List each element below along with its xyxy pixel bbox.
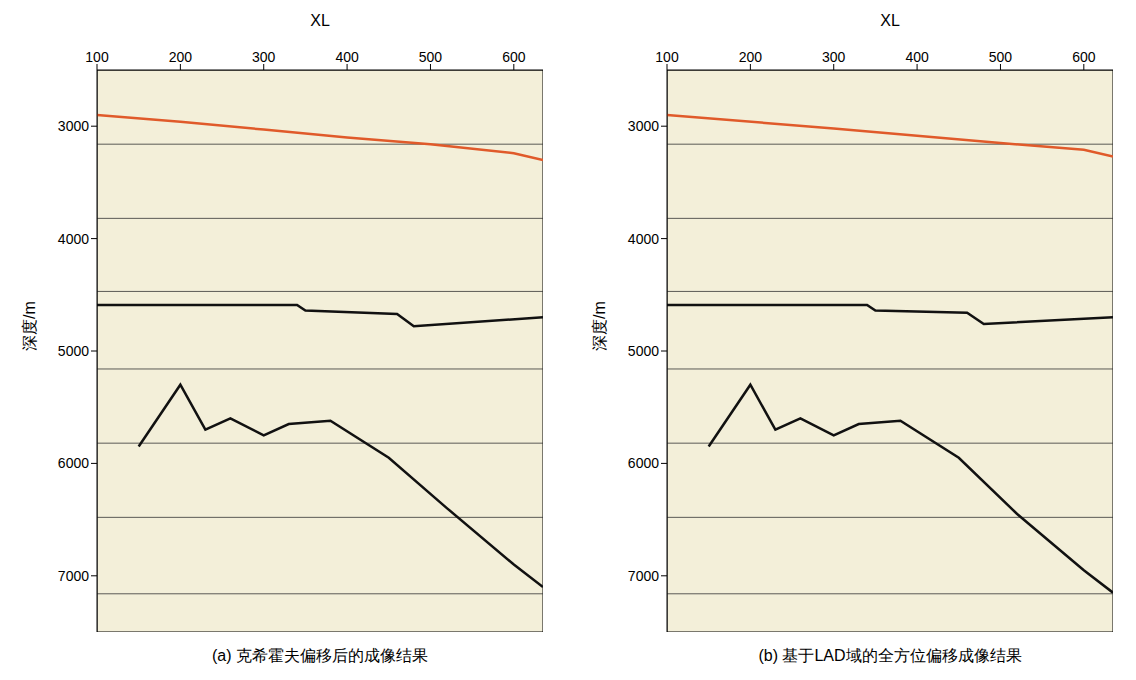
html-text:(b) 基于LAD域的全方位偏移成像结果: (b) 基于LAD域的全方位偏移成像结果 — [758, 647, 1022, 664]
svg-text:3000: 3000 — [58, 118, 89, 134]
svg-text:3000: 3000 — [628, 118, 659, 134]
svg-text:600: 600 — [1072, 49, 1096, 65]
svg-text:XL: XL — [880, 12, 900, 29]
svg-text:400: 400 — [905, 49, 929, 65]
svg-text:600: 600 — [502, 49, 526, 65]
svg-text:6000: 6000 — [628, 455, 659, 471]
svg-text:500: 500 — [989, 49, 1013, 65]
svg-text:7000: 7000 — [628, 568, 659, 584]
svg-text:100: 100 — [655, 49, 679, 65]
svg-text:6000: 6000 — [58, 455, 89, 471]
svg-text:400: 400 — [335, 49, 359, 65]
svg-text:XL: XL — [310, 12, 330, 29]
svg-text:深度/m: 深度/m — [591, 301, 608, 351]
svg-text:500: 500 — [419, 49, 443, 65]
html-text:(a) 克希霍夫偏移后的成像结果: (a) 克希霍夫偏移后的成像结果 — [212, 647, 428, 664]
svg-text:300: 300 — [822, 49, 846, 65]
svg-text:200: 200 — [169, 49, 193, 65]
svg-text:100: 100 — [85, 49, 109, 65]
svg-text:5000: 5000 — [628, 343, 659, 359]
svg-text:4000: 4000 — [628, 231, 659, 247]
svg-text:深度/m: 深度/m — [21, 301, 38, 351]
svg-text:200: 200 — [739, 49, 763, 65]
svg-text:7000: 7000 — [58, 568, 89, 584]
svg-text:300: 300 — [252, 49, 276, 65]
svg-text:4000: 4000 — [58, 231, 89, 247]
svg-text:5000: 5000 — [58, 343, 89, 359]
